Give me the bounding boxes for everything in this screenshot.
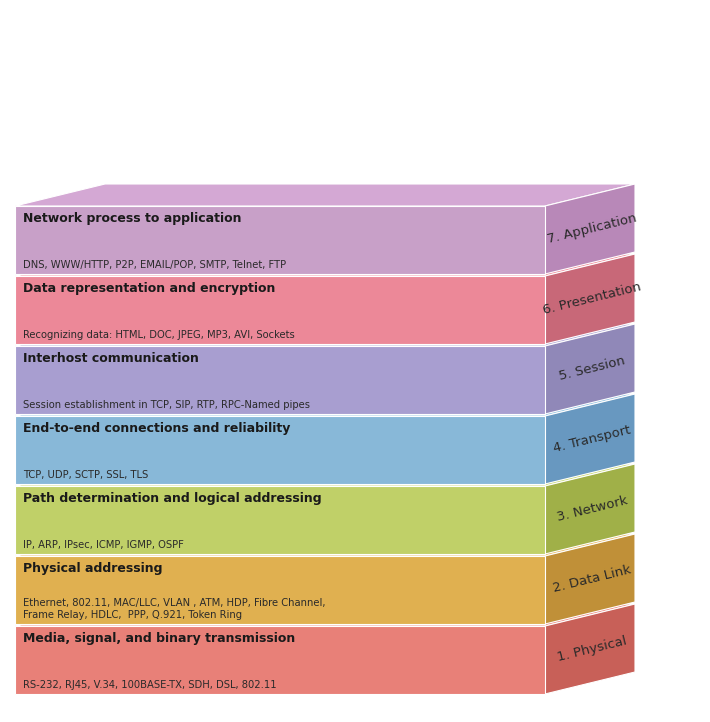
Text: IP, ARP, IPsec, ICMP, IGMP, OSPF: IP, ARP, IPsec, ICMP, IGMP, OSPF <box>23 540 184 550</box>
Text: Path determination and logical addressing: Path determination and logical addressin… <box>23 492 322 505</box>
Text: DNS, WWW/HTTP, P2P, EMAIL/POP, SMTP, Telnet, FTP: DNS, WWW/HTTP, P2P, EMAIL/POP, SMTP, Tel… <box>23 260 286 270</box>
Polygon shape <box>15 254 635 276</box>
Text: Media, signal, and binary transmission: Media, signal, and binary transmission <box>23 632 295 645</box>
Text: Network process to application: Network process to application <box>23 212 241 225</box>
Text: 5. Session: 5. Session <box>557 355 626 383</box>
Polygon shape <box>15 394 635 416</box>
Polygon shape <box>545 394 635 484</box>
Text: Data representation and encryption: Data representation and encryption <box>23 282 275 295</box>
Polygon shape <box>545 604 635 694</box>
Polygon shape <box>15 534 635 556</box>
Polygon shape <box>545 324 635 414</box>
Text: End-to-end connections and reliability: End-to-end connections and reliability <box>23 422 290 435</box>
Text: 6. Presentation: 6. Presentation <box>542 281 643 317</box>
Polygon shape <box>15 556 545 624</box>
Text: Interhost communication: Interhost communication <box>23 352 199 365</box>
Polygon shape <box>15 604 635 626</box>
Polygon shape <box>15 276 545 344</box>
Polygon shape <box>545 184 635 274</box>
Text: Recognizing data: HTML, DOC, JPEG, MP3, AVI, Sockets: Recognizing data: HTML, DOC, JPEG, MP3, … <box>23 330 295 340</box>
Text: 1. Physical: 1. Physical <box>556 634 628 664</box>
Text: 7. Application: 7. Application <box>546 212 638 246</box>
Text: 2. Data Link: 2. Data Link <box>552 563 633 595</box>
Text: Ethernet, 802.11, MAC/LLC, VLAN , ATM, HDP, Fibre Channel,
Frame Relay, HDLC,  P: Ethernet, 802.11, MAC/LLC, VLAN , ATM, H… <box>23 599 325 620</box>
Polygon shape <box>15 324 635 346</box>
Text: 3. Network: 3. Network <box>555 494 628 524</box>
Polygon shape <box>15 206 545 274</box>
Polygon shape <box>15 464 635 486</box>
Text: Session establishment in TCP, SIP, RTP, RPC-Named pipes: Session establishment in TCP, SIP, RTP, … <box>23 400 310 410</box>
Polygon shape <box>15 416 545 484</box>
Polygon shape <box>15 626 545 694</box>
Polygon shape <box>545 254 635 344</box>
Polygon shape <box>15 346 545 414</box>
Text: TCP, UDP, SCTP, SSL, TLS: TCP, UDP, SCTP, SSL, TLS <box>23 470 148 480</box>
Polygon shape <box>545 464 635 554</box>
Text: RS-232, RJ45, V.34, 100BASE-TX, SDH, DSL, 802.11: RS-232, RJ45, V.34, 100BASE-TX, SDH, DSL… <box>23 680 277 690</box>
Text: 4. Transport: 4. Transport <box>552 423 632 455</box>
Polygon shape <box>545 534 635 624</box>
Polygon shape <box>15 184 635 206</box>
Text: Physical addressing: Physical addressing <box>23 562 163 575</box>
Polygon shape <box>15 486 545 554</box>
